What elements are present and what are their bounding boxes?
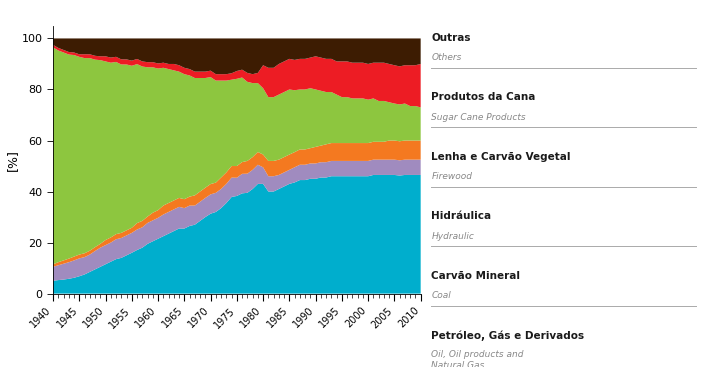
- Text: Carvão Mineral: Carvão Mineral: [431, 271, 520, 281]
- Text: Lenha e Carvão Vegetal: Lenha e Carvão Vegetal: [431, 152, 571, 162]
- Text: Firewood: Firewood: [431, 172, 472, 181]
- Text: Oil, Oil products and
Natural Gas: Oil, Oil products and Natural Gas: [431, 350, 524, 367]
- Text: Sugar Cane Products: Sugar Cane Products: [431, 113, 526, 122]
- Text: Petróleo, Gás e Derivados: Petróleo, Gás e Derivados: [431, 330, 585, 341]
- Y-axis label: [%]: [%]: [6, 149, 19, 171]
- Text: Outras: Outras: [431, 33, 471, 43]
- Text: Others: Others: [431, 53, 462, 62]
- Text: Hidráulica: Hidráulica: [431, 211, 491, 221]
- Text: Hydraulic: Hydraulic: [431, 232, 474, 241]
- Text: Coal: Coal: [431, 291, 451, 300]
- Text: Produtos da Cana: Produtos da Cana: [431, 92, 536, 102]
